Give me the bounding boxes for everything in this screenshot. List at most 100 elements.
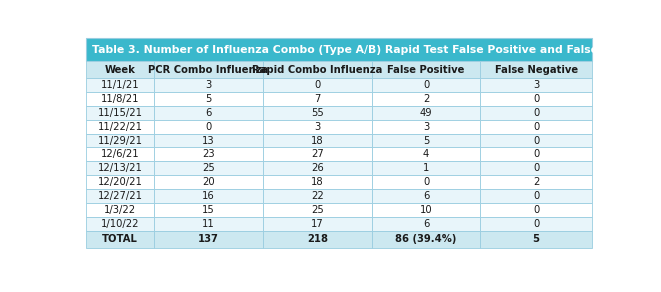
Bar <box>371 161 481 175</box>
Text: 0: 0 <box>423 80 429 90</box>
Bar <box>263 147 371 161</box>
Text: 5: 5 <box>423 135 429 145</box>
Text: 11/22/21: 11/22/21 <box>97 122 142 132</box>
Text: 18: 18 <box>311 135 324 145</box>
Bar <box>154 161 263 175</box>
Bar <box>154 203 263 217</box>
Bar <box>371 231 481 248</box>
Bar <box>481 61 592 78</box>
Text: 49: 49 <box>420 108 432 118</box>
Bar <box>481 106 592 120</box>
Text: 3: 3 <box>423 122 429 132</box>
Text: 2: 2 <box>423 94 429 104</box>
Text: 0: 0 <box>533 135 539 145</box>
Bar <box>154 231 263 248</box>
Bar <box>481 134 592 147</box>
Text: 0: 0 <box>533 108 539 118</box>
Bar <box>481 203 592 217</box>
Bar <box>86 203 154 217</box>
Bar <box>154 147 263 161</box>
Bar <box>263 61 371 78</box>
Text: Week: Week <box>104 65 136 75</box>
Text: 55: 55 <box>311 108 324 118</box>
Bar <box>263 189 371 203</box>
Text: 1/10/22: 1/10/22 <box>100 219 139 229</box>
Text: 137: 137 <box>198 234 219 244</box>
Bar <box>481 161 592 175</box>
Text: 10: 10 <box>420 205 432 215</box>
Bar <box>86 134 154 147</box>
Text: 27: 27 <box>311 150 324 159</box>
Bar <box>86 120 154 134</box>
Bar <box>371 61 481 78</box>
Bar <box>481 78 592 92</box>
Bar <box>481 231 592 248</box>
Bar <box>86 217 154 231</box>
Bar <box>263 203 371 217</box>
Text: 20: 20 <box>202 177 215 187</box>
Text: 5: 5 <box>533 234 539 244</box>
Bar <box>481 175 592 189</box>
Bar <box>86 78 154 92</box>
Text: 16: 16 <box>202 191 215 201</box>
Bar <box>86 175 154 189</box>
Text: 0: 0 <box>533 94 539 104</box>
Bar <box>371 78 481 92</box>
Bar <box>263 217 371 231</box>
Bar <box>154 217 263 231</box>
Bar <box>154 134 263 147</box>
Text: 0: 0 <box>533 191 539 201</box>
Text: 1/3/22: 1/3/22 <box>104 205 136 215</box>
Text: 0: 0 <box>533 163 539 173</box>
Bar <box>86 189 154 203</box>
Bar <box>371 217 481 231</box>
Bar <box>263 120 371 134</box>
Text: 0: 0 <box>533 205 539 215</box>
Text: 18: 18 <box>311 177 324 187</box>
Bar <box>371 120 481 134</box>
Text: 3: 3 <box>314 122 321 132</box>
Text: 7: 7 <box>314 94 321 104</box>
Text: 11/29/21: 11/29/21 <box>97 135 142 145</box>
Bar <box>481 217 592 231</box>
Bar <box>86 92 154 106</box>
Bar <box>263 134 371 147</box>
Bar <box>371 92 481 106</box>
Bar <box>263 106 371 120</box>
Text: 0: 0 <box>533 150 539 159</box>
Text: 11/1/21: 11/1/21 <box>100 80 139 90</box>
Text: 4: 4 <box>423 150 429 159</box>
Text: 25: 25 <box>202 163 215 173</box>
Text: 22: 22 <box>311 191 324 201</box>
Text: 0: 0 <box>206 122 212 132</box>
Bar <box>86 38 592 61</box>
Bar <box>154 175 263 189</box>
Text: 3: 3 <box>206 80 212 90</box>
Bar <box>371 175 481 189</box>
Bar <box>481 120 592 134</box>
Bar <box>263 231 371 248</box>
Bar <box>371 203 481 217</box>
Text: 0: 0 <box>533 219 539 229</box>
Bar <box>263 78 371 92</box>
Text: 12/27/21: 12/27/21 <box>97 191 142 201</box>
Text: 0: 0 <box>423 177 429 187</box>
Text: 218: 218 <box>307 234 328 244</box>
Text: PCR Combo Influenza: PCR Combo Influenza <box>148 65 268 75</box>
Text: 0: 0 <box>314 80 321 90</box>
Text: 86 (39.4%): 86 (39.4%) <box>395 234 457 244</box>
Bar <box>481 147 592 161</box>
Bar <box>154 106 263 120</box>
Text: 15: 15 <box>202 205 215 215</box>
Bar <box>86 231 154 248</box>
Bar <box>481 92 592 106</box>
Bar <box>263 161 371 175</box>
Bar <box>154 61 263 78</box>
Bar <box>154 92 263 106</box>
Bar <box>154 189 263 203</box>
Text: 11/8/21: 11/8/21 <box>100 94 139 104</box>
Text: 12/20/21: 12/20/21 <box>97 177 142 187</box>
Text: 12/13/21: 12/13/21 <box>97 163 142 173</box>
Bar <box>481 189 592 203</box>
Bar <box>86 147 154 161</box>
